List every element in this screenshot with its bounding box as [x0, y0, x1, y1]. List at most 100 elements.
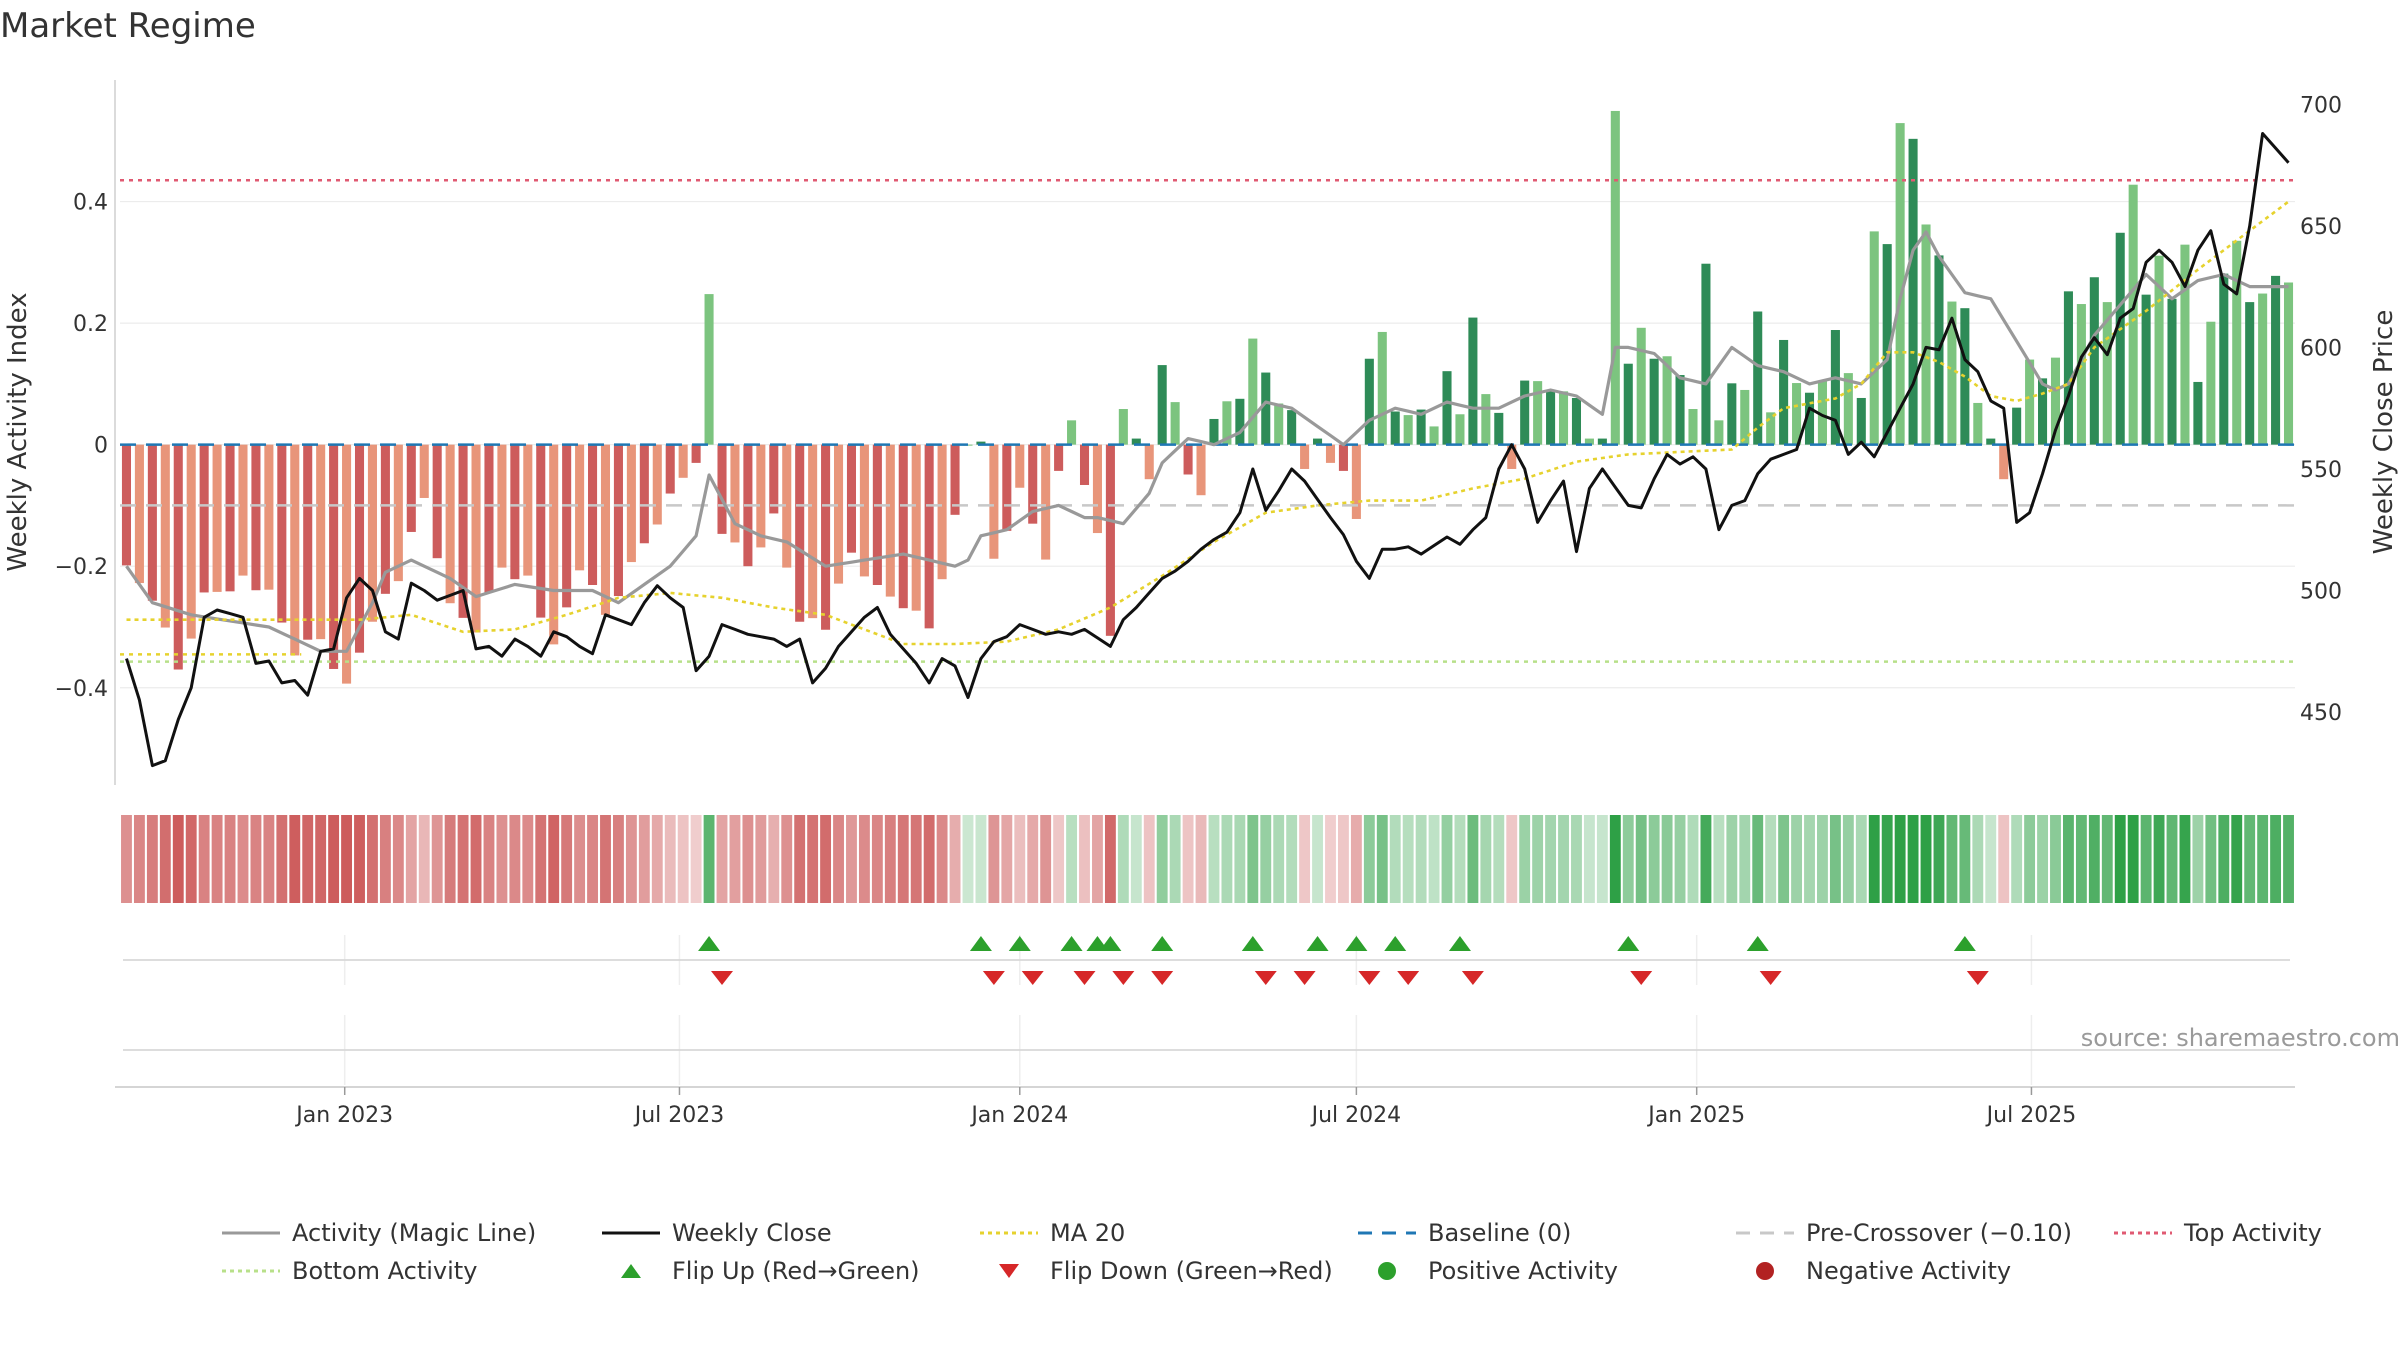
legend-swatch-shape — [999, 1264, 1019, 1278]
legend-item: Flip Down (Green→Red) — [978, 1253, 1333, 1289]
activity-bar — [1235, 398, 1245, 445]
chart-legend: Activity (Magic Line) Weekly Close MA 20 Ba… — [220, 1215, 2380, 1305]
right-tick-label: 600 — [2300, 336, 2342, 361]
legend-label: Flip Up (Red→Green) — [672, 1257, 920, 1285]
activity-bar — [2258, 293, 2268, 445]
left-tick-label: 0.2 — [73, 312, 108, 337]
legend-label: Positive Activity — [1428, 1257, 1618, 1285]
magic-line — [125, 230, 2289, 653]
heat-strip-cell — [1195, 815, 1207, 903]
heat-strip-cell — [1299, 815, 1311, 903]
activity-bar — [652, 444, 662, 525]
heat-strip-cell — [2114, 815, 2126, 903]
activity-bar — [212, 444, 222, 592]
heat-strip-cell — [1700, 815, 1712, 903]
heat-strip-cell — [2179, 815, 2191, 903]
legend-swatch-icon — [222, 1231, 280, 1235]
activity-bar — [1908, 138, 1918, 445]
activity-bar — [1714, 420, 1724, 445]
activity-bar — [277, 444, 287, 623]
heat-strip-cell — [379, 815, 391, 903]
chart-title: Market Regime — [0, 6, 256, 46]
activity-bar — [626, 444, 636, 563]
legend-item: Bottom Activity — [220, 1253, 477, 1289]
right-tick-label: 550 — [2300, 458, 2342, 483]
heat-strip-cell — [2270, 815, 2282, 903]
x-tick-label: Jan 2025 — [1646, 1103, 1745, 1128]
activity-bar — [924, 444, 934, 629]
left-tick-label: 0 — [94, 434, 108, 459]
heat-strip-cell — [1635, 815, 1647, 903]
activity-bar — [1817, 381, 1827, 445]
activity-bar — [1351, 444, 1361, 519]
heat-strip-cell — [1312, 815, 1323, 903]
flip-up-marker — [1384, 936, 1407, 951]
activity-bar — [1118, 409, 1128, 445]
activity-bar — [251, 444, 261, 591]
flip-down-marker — [1461, 971, 1484, 985]
flip-up-marker — [1151, 936, 1174, 951]
heat-strip-cell — [2024, 815, 2036, 903]
ma20-line — [126, 200, 2290, 646]
heat-strip-cell — [1363, 815, 1375, 903]
activity-bar — [588, 444, 598, 585]
activity-bar — [316, 444, 326, 640]
heat-strip-cell — [1752, 815, 1764, 903]
activity-bar — [2180, 244, 2190, 445]
activity-bar — [393, 444, 403, 582]
legend-swatch-icon — [602, 1231, 660, 1235]
heat-strip-cell — [1661, 815, 1673, 903]
legend-swatch-icon — [621, 1264, 641, 1278]
heat-strip-cell — [1959, 815, 1971, 903]
activity-bar — [2283, 282, 2294, 445]
heat-strip-cell — [250, 815, 262, 903]
heat-strip-cell — [185, 815, 197, 903]
heat-strip-cell — [2205, 815, 2217, 903]
activity-bar — [225, 444, 235, 592]
heat-strip-cell — [535, 815, 547, 903]
heat-strip-cell — [1558, 815, 1569, 903]
activity-bar — [1455, 414, 1465, 445]
activity-bar — [1779, 339, 1789, 445]
heat-strip-cell — [833, 815, 844, 903]
heat-strip-cell — [574, 815, 586, 903]
activity-bar — [1015, 444, 1025, 488]
activity-bar — [1261, 372, 1271, 445]
activity-bar — [2076, 304, 2086, 445]
heat-strip-cell — [431, 815, 443, 903]
heat-strip-cell — [910, 815, 922, 903]
legend-item: Top Activity — [2112, 1215, 2322, 1251]
heat-strip-cell — [1713, 815, 1725, 903]
activity-bar — [717, 444, 727, 534]
heat-strip-cell — [1920, 815, 1932, 903]
activity-bar — [1740, 389, 1750, 445]
activity-bar — [380, 444, 390, 594]
legend-label: Negative Activity — [1806, 1257, 2012, 1285]
heat-strip-cell — [703, 815, 715, 903]
flip-down-marker — [1358, 971, 1381, 985]
activity-bar — [1571, 397, 1582, 445]
activity-bar — [2206, 321, 2216, 445]
heat-strip-cell — [405, 815, 417, 903]
heat-strip-cell — [1972, 815, 1984, 903]
heat-strip-cell — [367, 815, 378, 903]
heat-strip-cell — [1428, 815, 1440, 903]
flip-down-marker — [982, 971, 1005, 985]
activity-bar — [2128, 184, 2138, 445]
activity-bar — [2063, 291, 2073, 445]
heat-strip-cell — [846, 815, 857, 903]
activity-bar — [833, 444, 844, 584]
heat-strip-cell — [1234, 815, 1246, 903]
flip-up-marker — [1099, 936, 1122, 951]
heat-strip-cell — [651, 815, 663, 903]
activity-bar — [2102, 302, 2112, 445]
heat-strip-cell — [198, 815, 210, 903]
activity-bar — [199, 444, 209, 593]
heat-strip-cell — [2166, 815, 2178, 903]
legend-swatch-shape — [1756, 1262, 1774, 1280]
heat-strip-cell — [2153, 815, 2165, 903]
activity-bar — [1287, 410, 1297, 445]
heat-strip-cell — [2088, 815, 2100, 903]
activity-bar — [2219, 273, 2229, 445]
flip-down-marker — [1293, 971, 1316, 985]
